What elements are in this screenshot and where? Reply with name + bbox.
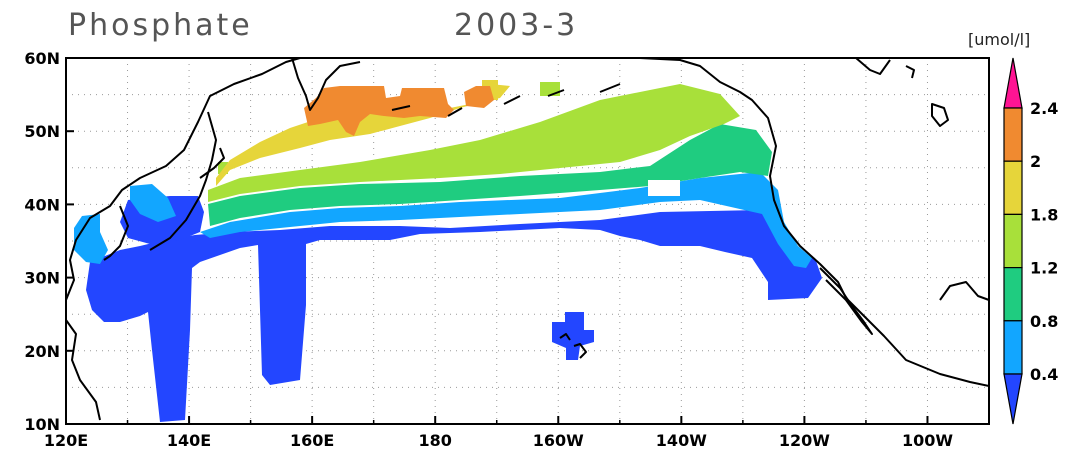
x-tick-label: 120W (779, 431, 830, 450)
colorbar-swatch (1003, 320, 1023, 375)
colorbar-label: 1.2 (1030, 259, 1058, 278)
x-tick-label: 160W (533, 431, 584, 450)
map-frame (65, 57, 990, 425)
y-axis: 60N 50N 40N 30N 20N 10N (24, 49, 74, 434)
y-tick-label: 40N (24, 195, 60, 214)
colorbar-swatch (1003, 213, 1023, 269)
y-tick-label: 60N (24, 49, 60, 68)
map-title-variable: Phosphate (68, 8, 253, 43)
x-tick-label: 120E (44, 431, 88, 450)
x-tick-label: 140E (167, 431, 211, 450)
colorbar-label: 0.4 (1030, 365, 1058, 384)
colorbar-label: 2 (1030, 152, 1041, 171)
colorbar-swatch (1003, 267, 1023, 322)
coastlines (66, 58, 989, 421)
data-gap (648, 180, 680, 196)
colorbar-swatch (1003, 107, 1023, 162)
colorbar-label: 0.8 (1030, 312, 1058, 331)
colorbar-swatch (1003, 57, 1023, 109)
y-tick-label: 20N (24, 342, 60, 361)
colorbar-unit: [umol/l] (968, 30, 1031, 49)
y-tick-label: 30N (24, 269, 60, 288)
colorbar-swatch (1003, 373, 1023, 425)
map-title-date: 2003-3 (454, 8, 579, 43)
contour-band-2-4 (304, 86, 494, 136)
x-tick-label: 140W (656, 431, 707, 450)
colorbar-swatch (1003, 160, 1023, 215)
colorbar-label: 2.4 (1030, 99, 1058, 118)
x-axis: 120E 140E 160E 180 160W 140W 120W 100W (44, 416, 953, 450)
y-tick-label: 50N (24, 122, 60, 141)
x-tick-label: 100W (902, 431, 953, 450)
x-tick-label: 160E (290, 431, 334, 450)
y-tick-label: 10N (24, 415, 60, 434)
x-tick-label: 180 (418, 431, 451, 450)
contour-band-1-2 (208, 124, 772, 226)
colorbar: 2.4 2 1.8 1.2 0.8 0.4 (1003, 57, 1058, 425)
colorbar-label: 1.8 (1030, 205, 1058, 224)
contour-band-0-4 (86, 196, 822, 422)
